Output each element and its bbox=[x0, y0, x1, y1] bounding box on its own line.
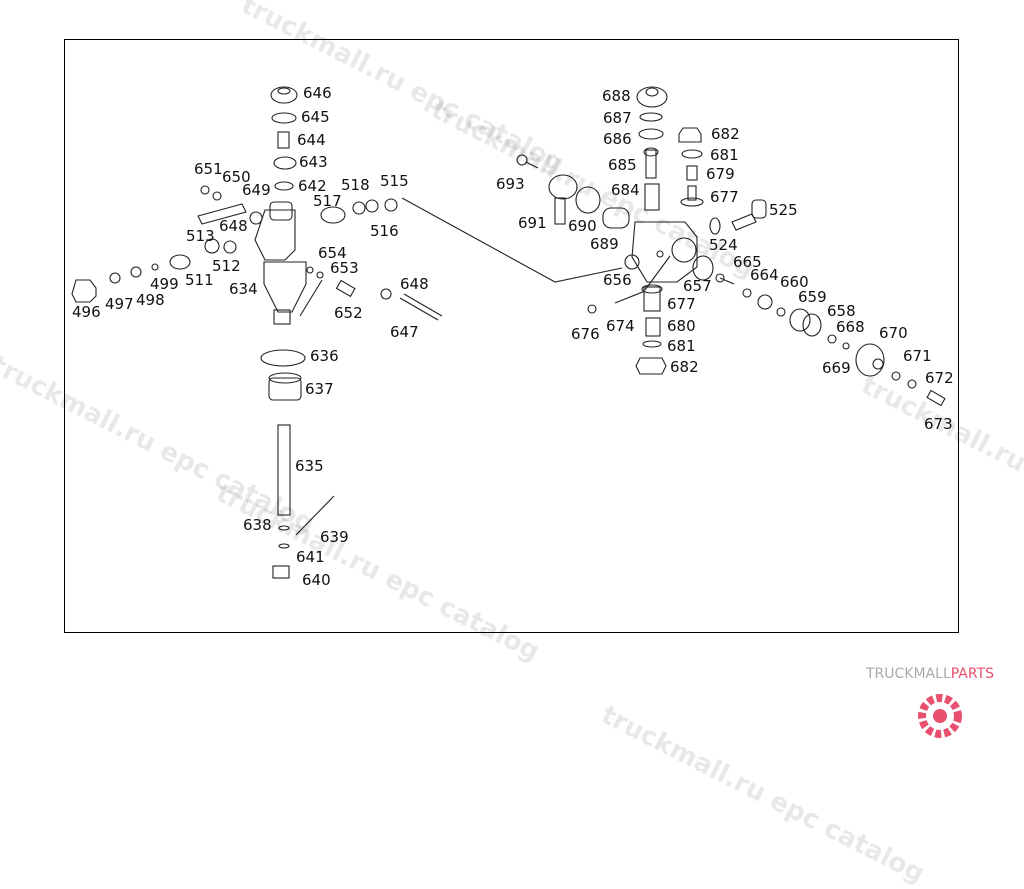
part-callout-label: 637 bbox=[305, 380, 334, 398]
part-callout-label: 682 bbox=[670, 358, 699, 376]
parts-drawing bbox=[71, 86, 946, 579]
part-callout-label: 669 bbox=[822, 359, 851, 377]
part-callout-label: 644 bbox=[297, 131, 326, 149]
part-callout-label: 653 bbox=[330, 259, 359, 277]
part-callout-label: 517 bbox=[313, 192, 342, 210]
part-callout-label: 670 bbox=[879, 324, 908, 342]
part-callout-label: 681 bbox=[710, 146, 739, 164]
part-callout-label: 686 bbox=[603, 130, 632, 148]
part-callout-label: 636 bbox=[310, 347, 339, 365]
part-callout-label: 677 bbox=[710, 188, 739, 206]
part-callout-label: 677 bbox=[667, 295, 696, 313]
part-callout-label: 685 bbox=[608, 156, 637, 174]
part-callout-label: 643 bbox=[299, 153, 328, 171]
part-callout-label: 679 bbox=[706, 165, 735, 183]
part-callout-label: 635 bbox=[295, 457, 324, 475]
part-callout-label: 649 bbox=[242, 181, 271, 199]
part-callout-label: 640 bbox=[302, 571, 331, 589]
part-callout-label: 660 bbox=[780, 273, 809, 291]
part-callout-label: 634 bbox=[229, 280, 258, 298]
part-callout-label: 497 bbox=[105, 295, 134, 313]
part-callout-label: 511 bbox=[185, 271, 214, 289]
part-callout-label: 691 bbox=[518, 214, 547, 232]
diagram-frame bbox=[64, 39, 959, 633]
part-callout-label: 647 bbox=[390, 323, 419, 341]
part-callout-label: 518 bbox=[341, 176, 370, 194]
part-callout-label: 646 bbox=[303, 84, 332, 102]
part-callout-label: 665 bbox=[733, 253, 762, 271]
part-callout-label: 690 bbox=[568, 217, 597, 235]
truckmall-parts-logo: TRUCKMALLPARTS bbox=[866, 666, 994, 682]
part-callout-label: 498 bbox=[136, 291, 165, 309]
part-callout-label: 659 bbox=[798, 288, 827, 306]
part-callout-label: 642 bbox=[298, 177, 327, 195]
part-callout-label: 693 bbox=[496, 175, 525, 193]
part-callout-label: 499 bbox=[150, 275, 179, 293]
part-callout-label: 664 bbox=[750, 266, 779, 284]
part-callout-label: 684 bbox=[611, 181, 640, 199]
part-callout-label: 512 bbox=[212, 257, 241, 275]
part-callout-label: 496 bbox=[72, 303, 101, 321]
part-callout-label: 652 bbox=[334, 304, 363, 322]
part-callout-label: 515 bbox=[380, 172, 409, 190]
part-callout-label: 681 bbox=[667, 337, 696, 355]
gear-icon bbox=[918, 694, 962, 738]
part-callout-label: 638 bbox=[243, 516, 272, 534]
part-callout-label: 645 bbox=[301, 108, 330, 126]
part-callout-label: 650 bbox=[222, 168, 251, 186]
part-callout-label: 682 bbox=[711, 125, 740, 143]
left-assembly bbox=[71, 86, 443, 579]
part-callout-label: 688 bbox=[602, 87, 631, 105]
logo-text-accent: PARTS bbox=[950, 666, 995, 682]
right-assembly bbox=[516, 86, 946, 407]
leader-line bbox=[401, 197, 623, 283]
part-callout-label: 516 bbox=[370, 222, 399, 240]
part-callout-label: 673 bbox=[924, 415, 953, 433]
part-callout-label: 680 bbox=[667, 317, 696, 335]
part-callout-label: 648 bbox=[400, 275, 429, 293]
part-callout-label: 656 bbox=[603, 271, 632, 289]
part-callout-label: 689 bbox=[590, 235, 619, 253]
part-callout-label: 524 bbox=[709, 236, 738, 254]
part-callout-label: 639 bbox=[320, 528, 349, 546]
part-callout-label: 668 bbox=[836, 318, 865, 336]
part-callout-label: 672 bbox=[925, 369, 954, 387]
part-callout-label: 654 bbox=[318, 244, 347, 262]
part-callout-label: 674 bbox=[606, 317, 635, 335]
part-callout-label: 657 bbox=[683, 277, 712, 295]
logo-text-main: TRUCKMALL bbox=[866, 666, 951, 682]
part-callout-label: 513 bbox=[186, 227, 215, 245]
part-callout-label: 658 bbox=[827, 302, 856, 320]
part-callout-label: 676 bbox=[571, 325, 600, 343]
part-callout-label: 525 bbox=[769, 201, 798, 219]
part-callout-label: 687 bbox=[603, 109, 632, 127]
part-callout-label: 648 bbox=[219, 217, 248, 235]
part-callout-label: 671 bbox=[903, 347, 932, 365]
part-callout-label: 651 bbox=[194, 160, 223, 178]
part-callout-label: 641 bbox=[296, 548, 325, 566]
